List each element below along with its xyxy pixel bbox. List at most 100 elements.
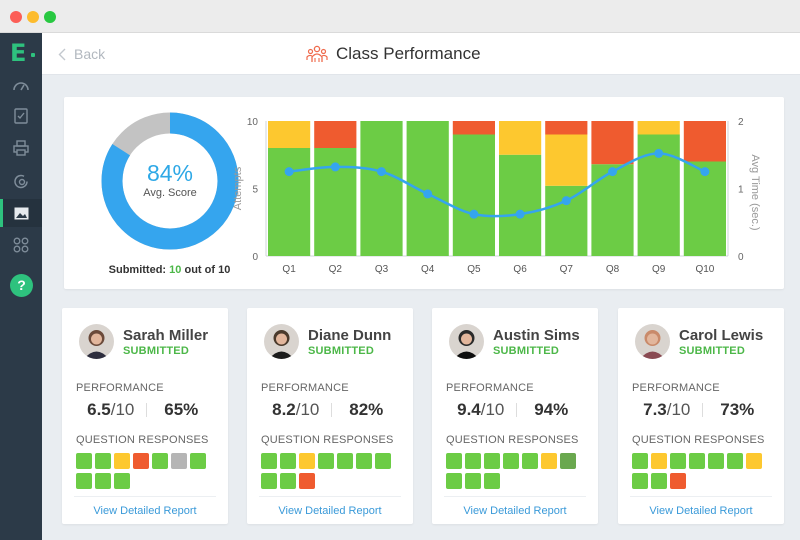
x-tick-label: Q2 — [329, 264, 343, 275]
avg-time-point — [608, 167, 617, 177]
student-card: Sarah Miller SUBMITTED PERFORMANCE 6.5/1… — [62, 308, 228, 524]
performance-stats: 6.5/10 65% — [76, 400, 216, 420]
student-card: Carol Lewis SUBMITTED PERFORMANCE 7.3/10… — [618, 308, 784, 524]
student-score: 7.3 — [643, 400, 667, 419]
stat-divider — [515, 403, 517, 417]
x-tick-label: Q4 — [421, 264, 435, 275]
score-block: 8.2/10 — [261, 400, 331, 420]
sidebar-item-assignments[interactable] — [0, 101, 42, 129]
response-indicator — [727, 453, 743, 469]
view-detailed-report-link[interactable]: View Detailed Report — [93, 505, 197, 517]
student-card: Austin Sims SUBMITTED PERFORMANCE 9.4/10… — [432, 308, 598, 524]
avg-time-point — [700, 167, 710, 177]
close-window-button[interactable] — [10, 11, 22, 23]
sidebar-item-apps[interactable] — [0, 231, 42, 259]
bar-segment — [545, 134, 588, 186]
image-icon — [14, 207, 28, 219]
stat-divider — [701, 403, 703, 417]
performance-label: PERFORMANCE — [446, 382, 534, 394]
y2-axis-label: Avg Time (sec.) — [749, 154, 761, 230]
bar-segment — [637, 121, 680, 135]
sidebar-item-reports[interactable] — [0, 199, 42, 227]
avatar — [264, 324, 299, 359]
avg-time-line — [288, 152, 706, 218]
response-indicator — [171, 453, 187, 469]
status-badge: SUBMITTED — [493, 345, 559, 357]
response-indicator — [651, 473, 667, 489]
response-indicator — [541, 453, 557, 469]
card-divider — [630, 496, 772, 497]
bar-segment — [314, 121, 357, 148]
dashboard-gauge-icon — [13, 82, 29, 91]
status-badge: SUBMITTED — [308, 345, 374, 357]
bar-segment — [591, 164, 634, 256]
student-score: 6.5 — [87, 400, 111, 419]
performance-label: PERFORMANCE — [632, 382, 720, 394]
sidebar: E — [0, 33, 42, 540]
score-out-of: /10 — [110, 400, 135, 419]
x-tick-label: Q5 — [467, 264, 481, 275]
student-name: Sarah Miller — [123, 327, 209, 344]
submitted-prefix: Submitted: — [108, 264, 167, 276]
response-indicator — [280, 453, 296, 469]
app-logo[interactable]: E — [10, 39, 27, 67]
response-indicator — [152, 453, 168, 469]
response-indicator — [337, 453, 353, 469]
people-group-icon — [306, 45, 328, 62]
question-responses-grid — [632, 453, 772, 493]
score-block: 6.5/10 — [76, 400, 146, 420]
sidebar-item-review[interactable] — [0, 167, 42, 195]
submitted-summary: Submitted: 10 out of 10 — [82, 264, 257, 276]
response-indicator — [299, 453, 315, 469]
performance-stats: 7.3/10 73% — [632, 400, 772, 420]
student-photo — [635, 324, 670, 359]
bar-segment — [499, 154, 542, 256]
sidebar-item-dashboard[interactable] — [0, 71, 42, 99]
response-indicator — [484, 453, 500, 469]
avg-time-point — [469, 209, 479, 219]
question-responses-label: QUESTION RESPONSES — [632, 434, 765, 446]
x-tick-label: Q8 — [606, 264, 620, 275]
view-detailed-report-link[interactable]: View Detailed Report — [463, 505, 567, 517]
avg-time-point — [377, 167, 386, 177]
x-tick-label: Q1 — [282, 264, 296, 275]
student-name: Austin Sims — [493, 327, 580, 344]
apps-grid-icon — [13, 237, 29, 253]
stat-divider — [145, 403, 147, 417]
response-indicator — [95, 473, 111, 489]
response-indicator — [746, 453, 762, 469]
question-responses-label: QUESTION RESPONSES — [261, 434, 394, 446]
maximize-window-button[interactable] — [44, 11, 56, 23]
stat-divider — [330, 403, 332, 417]
bar-segment — [268, 148, 311, 256]
response-indicator — [670, 453, 686, 469]
response-indicator — [670, 473, 686, 489]
avg-time-point — [284, 167, 294, 177]
sidebar-item-print[interactable] — [0, 134, 42, 162]
help-button[interactable]: ? — [10, 274, 33, 297]
app-logo-dot — [31, 53, 35, 57]
clipboard-check-icon — [14, 107, 28, 124]
response-indicator — [280, 473, 296, 489]
minimize-window-button[interactable] — [27, 11, 39, 23]
chevron-left-icon — [58, 48, 66, 60]
page-title-group: Class Performance — [306, 44, 481, 64]
summary-panel: 84% Avg. Score Submitted: 10 out of 10 0… — [64, 97, 784, 289]
bar-segment — [545, 121, 588, 135]
submitted-suffix: out of 10 — [184, 264, 231, 276]
view-detailed-report-link[interactable]: View Detailed Report — [649, 505, 753, 517]
question-responses-label: QUESTION RESPONSES — [446, 434, 579, 446]
response-indicator — [651, 453, 667, 469]
response-indicator — [522, 453, 538, 469]
window-titlebar — [0, 0, 800, 33]
response-indicator — [503, 453, 519, 469]
submitted-count: 10 — [169, 264, 182, 276]
student-photo — [264, 324, 299, 359]
back-button[interactable]: Back — [58, 46, 105, 62]
student-name: Carol Lewis — [679, 327, 764, 344]
bar-segment — [268, 121, 311, 148]
view-detailed-report-link[interactable]: View Detailed Report — [278, 505, 382, 517]
student-percent: 73% — [720, 400, 755, 419]
response-indicator — [356, 453, 372, 469]
question-responses-grid — [261, 453, 401, 493]
